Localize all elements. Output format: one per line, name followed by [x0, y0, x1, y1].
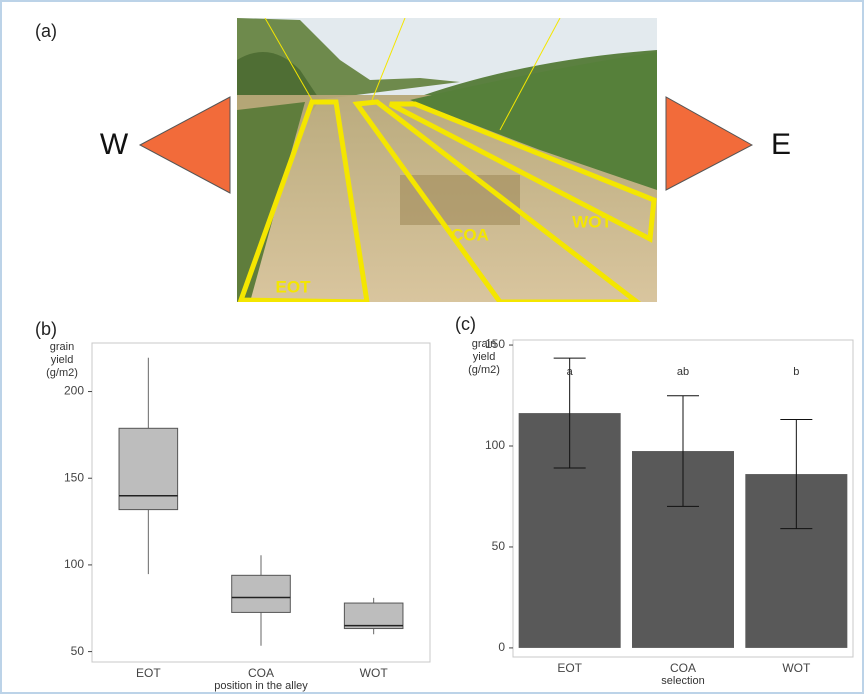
annotation: a — [567, 366, 574, 378]
y-tick-label: 50 — [71, 644, 85, 658]
x-tick-label: WOT — [360, 666, 389, 680]
y-axis-label: yield — [51, 354, 74, 366]
box — [232, 575, 291, 612]
figure: EOT COA WOT W E (a) (b)grainyield(g/m2)p… — [0, 0, 864, 694]
east-label: E — [771, 128, 791, 161]
y-tick-label: 100 — [485, 438, 505, 452]
photo — [237, 18, 657, 302]
x-tick-label: EOT — [557, 661, 582, 675]
photo-label: WOT — [572, 212, 612, 231]
y-tick-label: 100 — [64, 557, 84, 571]
box — [119, 428, 178, 509]
annotation: b — [793, 366, 799, 378]
panel-label: (a) — [35, 21, 57, 41]
y-tick-label: 50 — [492, 539, 506, 553]
east-arrow — [666, 97, 752, 190]
y-tick-label: 150 — [64, 470, 84, 484]
y-axis-label: (g/m2) — [468, 364, 500, 376]
y-axis-label: (g/m2) — [46, 367, 78, 379]
panel-label: (b) — [35, 319, 57, 339]
x-axis-label: selection — [661, 675, 704, 687]
x-axis-label: position in the alley — [214, 680, 308, 692]
photo-label: COA — [451, 225, 489, 244]
x-tick-label: COA — [248, 666, 274, 680]
y-tick-label: 0 — [498, 640, 505, 654]
west-arrow — [140, 97, 230, 193]
west-label: W — [100, 128, 129, 161]
y-tick-label: 200 — [64, 384, 84, 398]
y-tick-label: 150 — [485, 337, 505, 351]
box — [344, 603, 403, 628]
annotation: ab — [677, 366, 689, 378]
y-axis-label: yield — [473, 351, 496, 363]
photo-label: EOT — [276, 277, 312, 296]
panel-label: (c) — [455, 314, 476, 334]
x-tick-label: EOT — [136, 666, 161, 680]
x-tick-label: WOT — [782, 661, 811, 675]
y-axis-label: grain — [50, 341, 74, 353]
x-tick-label: COA — [670, 661, 696, 675]
